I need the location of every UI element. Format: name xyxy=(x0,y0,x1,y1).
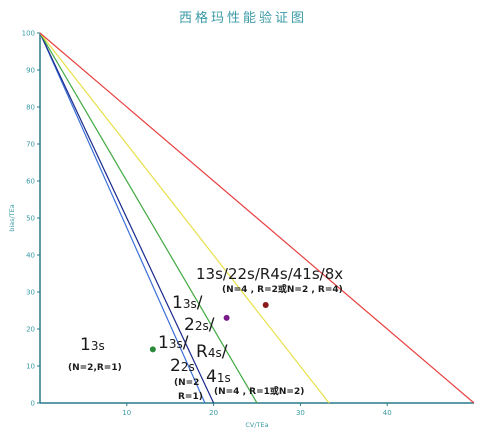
y-tick-label: 50 xyxy=(26,215,35,223)
x-tick-label: 30 xyxy=(296,409,305,417)
rule-13s-sub: 3s xyxy=(91,339,105,353)
annotation-rule-13s-22s: 13s/ 22s/ xyxy=(172,293,215,335)
rule-c-main: R xyxy=(196,342,208,362)
rule-a-sub: 3s xyxy=(169,337,183,351)
rule-full-condition: (N=4 , R=2或N=2 , R=4) xyxy=(222,283,343,295)
svg-text:13s: 13s xyxy=(80,335,105,355)
rule-b-sub: 2s xyxy=(181,360,195,374)
rule-13s-main: 1 xyxy=(80,335,91,355)
rule-13s-condition: (N=2,R=1) xyxy=(68,363,122,373)
data-point-2 xyxy=(223,314,230,321)
y-tick-label: 70 xyxy=(26,141,35,149)
rule-full-label: 13s/22s/R4s/41s/8x xyxy=(196,265,343,283)
rule-f-sub: 2s xyxy=(195,319,209,333)
rule-cond-left: (N=2 xyxy=(174,378,199,388)
y-tick-label: 0 xyxy=(31,400,35,408)
rule-a-main: 1 xyxy=(158,333,169,353)
rule-d-sub: 1s xyxy=(217,371,231,385)
sigma-line-2 xyxy=(39,32,215,404)
rule-d-main: 4 xyxy=(206,367,217,387)
rule-a-tail: / xyxy=(183,333,189,353)
rule-f-tail: / xyxy=(209,315,215,335)
rule-e-main: 1 xyxy=(172,293,183,313)
y-tick-label: 30 xyxy=(26,289,35,297)
sigma-line-1 xyxy=(39,32,206,404)
svg-text:R4s/: R4s/ xyxy=(196,342,228,362)
annotation-rule-full: 13s/22s/R4s/41s/8x (N=4 , R=2或N=2 , R=4) xyxy=(196,265,343,295)
rule-c-tail: / xyxy=(222,342,228,362)
y-tick-label: 90 xyxy=(26,67,35,75)
data-point-1 xyxy=(149,346,156,353)
rule-e-tail: / xyxy=(197,293,203,313)
y-axis-label: bias/TEa xyxy=(8,204,16,232)
rule-b-main: 2 xyxy=(170,356,181,376)
axes: 0 10 20 30 40 50 60 70 80 90 100 10 20 30 40 CV/TEa bias… xyxy=(8,30,474,429)
rule-e-sub: 3s xyxy=(183,297,197,311)
rule-f-main: 2 xyxy=(184,315,195,335)
y-tick-label: 10 xyxy=(26,363,35,371)
y-tick-label: 100 xyxy=(22,30,35,38)
x-axis-label: CV/TEa xyxy=(245,421,268,429)
annotation-rule-13s: 13s (N=2,R=1) xyxy=(68,335,122,373)
y-tick-label: 80 xyxy=(26,104,35,112)
svg-text:13s/: 13s/ xyxy=(158,333,189,353)
rule-c-sub: 4s xyxy=(208,346,222,360)
rule-cond-left-2: R=1) xyxy=(178,392,203,402)
chart-title: 西格玛性能验证图 xyxy=(179,10,307,26)
svg-text:22s/: 22s/ xyxy=(184,315,215,335)
x-tick-label: 20 xyxy=(209,409,218,417)
y-tick-label: 20 xyxy=(26,326,35,334)
annotation-rule-13s-22s-r4s-41s: 13s/ 22s R4s/ 41s (N=2 R=1) (N=4 , R=1或N… xyxy=(158,333,304,402)
data-points xyxy=(149,301,269,353)
svg-text:13s/: 13s/ xyxy=(172,293,203,313)
y-tick-label: 60 xyxy=(26,178,35,186)
y-tick-label: 40 xyxy=(26,252,35,260)
svg-text:22s: 22s xyxy=(170,356,195,376)
sigma-line-3 xyxy=(39,32,258,404)
svg-text:41s: 41s xyxy=(206,367,231,387)
x-tick-label: 40 xyxy=(383,409,392,417)
sigma-line-5 xyxy=(39,32,475,404)
rule-cond-right: (N=4 , R=1或N=2) xyxy=(214,385,304,397)
sigma-line-4 xyxy=(39,32,330,404)
data-point-3 xyxy=(262,301,269,308)
series-lines xyxy=(39,32,475,404)
x-tick-label: 10 xyxy=(122,409,131,417)
